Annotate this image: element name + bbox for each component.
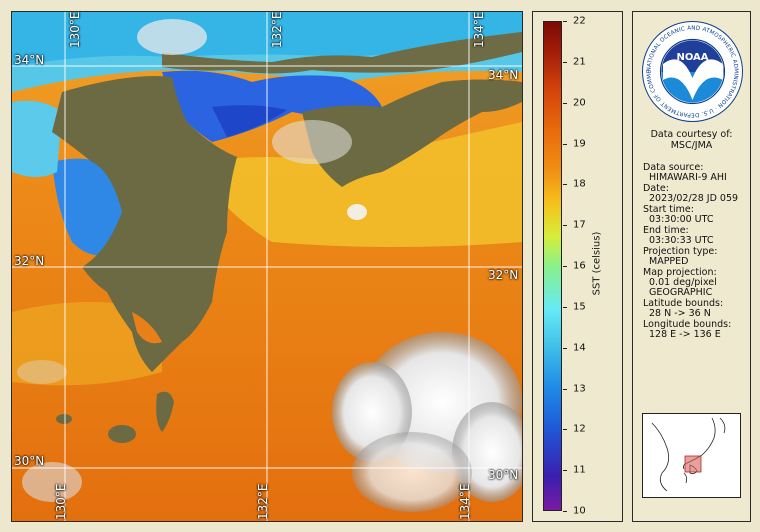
lat-label-left-32: 32°N bbox=[14, 254, 45, 268]
colorbar-tick-mark bbox=[563, 306, 567, 308]
lon-label-bottom-130: 130°E bbox=[54, 483, 68, 521]
colorbar-tick-mark bbox=[563, 388, 567, 390]
colorbar-tick-mark bbox=[563, 225, 567, 227]
colorbar-tick-label: 16 bbox=[573, 260, 586, 272]
latitude-bounds-value: 28 N -> 36 N bbox=[649, 308, 711, 319]
colorbar-tick-mark bbox=[563, 184, 567, 186]
lon-label-top-130: 130°E bbox=[68, 11, 82, 48]
colorbar-tick-mark bbox=[563, 347, 567, 349]
colorbar-tick-label: 13 bbox=[573, 383, 586, 394]
colorbar-tick-mark bbox=[563, 511, 567, 512]
colorbar-tick-mark bbox=[563, 429, 567, 431]
colorbar-tick-label: 19 bbox=[573, 138, 586, 149]
lat-label-right-34: 34°N bbox=[488, 68, 519, 82]
sst-map: 130°E 132°E 134°E 130°E 132°E 134°E 34°N… bbox=[11, 11, 523, 522]
colorbar-tick-label: 18 bbox=[573, 178, 586, 190]
date-value: 2023/02/28 JD 059 bbox=[649, 193, 739, 204]
grid-lines bbox=[12, 12, 522, 521]
colorbar-tick-label: 22 bbox=[573, 15, 586, 27]
noaa-logo-text: NOAA bbox=[676, 52, 708, 63]
lat-label-right-30: 30°N bbox=[488, 468, 519, 482]
colorbar-tick-label: 14 bbox=[573, 342, 586, 354]
lon-label-bottom-132: 132°E bbox=[256, 483, 270, 521]
noaa-logo: NOAA NATIONAL OCEANIC AND ATMOSPHERIC AD… bbox=[641, 20, 743, 122]
color-scale-panel: 22 21 20 19 18 17 16 15 14 13 12 11 10 SST (celsius) bbox=[532, 11, 623, 522]
start-time-label: Start time: bbox=[643, 204, 694, 215]
locator-bounds-box bbox=[684, 455, 702, 473]
colorbar-tick-label: 10 bbox=[573, 505, 586, 517]
colorbar-tick-label: 20 bbox=[573, 97, 586, 109]
locator-map bbox=[642, 413, 741, 498]
courtesy-value: MSC/JMA bbox=[670, 140, 713, 151]
map-projection-value-1: 0.01 deg/pixel bbox=[649, 277, 717, 288]
colorbar-tick-mark bbox=[563, 266, 567, 267]
lat-label-right-32: 32°N bbox=[488, 268, 519, 282]
projection-type-label: Projection type: bbox=[643, 246, 718, 257]
colorbar-tick-mark bbox=[563, 143, 567, 145]
lon-label-bottom-134: 134°E bbox=[458, 483, 472, 521]
source-value: HIMAWARI-9 AHI bbox=[649, 172, 727, 183]
colorbar-tick-label: 15 bbox=[573, 301, 586, 313]
end-time-label: End time: bbox=[643, 225, 689, 236]
date-label: Date: bbox=[643, 183, 669, 194]
source-label: Data source: bbox=[643, 162, 704, 173]
colorbar-tick-label: 21 bbox=[573, 56, 586, 68]
colorbar-tick-mark bbox=[563, 21, 567, 22]
sst-map-image bbox=[12, 12, 522, 521]
colorbar-tick-label: 17 bbox=[573, 219, 586, 231]
start-time-value: 03:30:00 UTC bbox=[649, 214, 714, 225]
map-projection-label: Map projection: bbox=[643, 267, 717, 278]
longitude-bounds-label: Longitude bounds: bbox=[643, 319, 732, 330]
info-panel: NOAA NATIONAL OCEANIC AND ATMOSPHERIC AD… bbox=[632, 11, 751, 522]
lat-label-left-30: 30°N bbox=[14, 454, 45, 468]
colorbar-tick-mark bbox=[563, 102, 567, 104]
longitude-bounds-value: 128 E -> 136 E bbox=[649, 329, 721, 340]
sst-colorbar bbox=[543, 21, 562, 511]
colorbar-tick-label: 11 bbox=[573, 464, 586, 476]
courtesy-label: Data courtesy of: bbox=[650, 129, 733, 140]
lon-label-top-132: 132°E bbox=[270, 11, 284, 48]
lat-label-left-34: 34°N bbox=[14, 53, 45, 67]
map-projection-value-2: GEOGRAPHIC bbox=[649, 287, 713, 298]
projection-type-value: MAPPED bbox=[649, 256, 689, 267]
colorbar-tick-mark bbox=[563, 470, 567, 472]
end-time-value: 03:30:33 UTC bbox=[649, 235, 714, 246]
colorbar-tick-mark bbox=[563, 61, 567, 63]
lon-label-top-134: 134°E bbox=[472, 11, 486, 48]
latitude-bounds-label: Latitude bounds: bbox=[643, 298, 724, 309]
colorbar-tick-label: 12 bbox=[573, 423, 586, 435]
colorbar-title-text: SST (celsius) bbox=[591, 231, 603, 296]
